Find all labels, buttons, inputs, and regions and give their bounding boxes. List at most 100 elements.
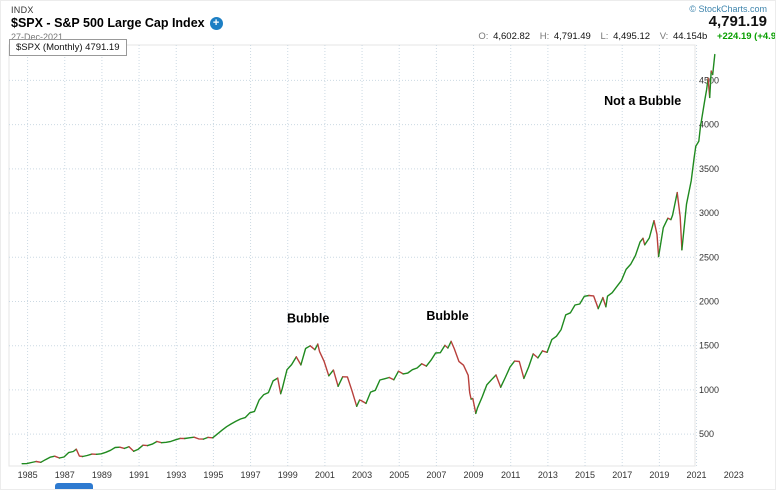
price-line-segment <box>472 397 477 415</box>
y-tick-label: 1000 <box>699 385 719 395</box>
x-tick-label: 2007 <box>426 470 446 480</box>
price-line-segment <box>421 363 428 367</box>
price-line-segment <box>202 436 209 440</box>
x-tick-label: 1989 <box>92 470 112 480</box>
open-value: 4,602.82 <box>493 31 531 42</box>
legend-text: $SPX (Monthly) 4791.19 <box>16 42 120 53</box>
price-line-segment <box>21 460 37 465</box>
price-line-segment <box>532 353 539 359</box>
low-value: 4,495.12 <box>613 31 651 42</box>
price-line-segment <box>537 350 544 359</box>
x-tick-label: 1987 <box>55 470 75 480</box>
price-line-segment <box>475 374 497 415</box>
price-line-segment <box>212 377 279 439</box>
price-line-segment <box>280 356 297 395</box>
exchange-label: INDX <box>11 5 34 15</box>
open-label: O: <box>478 31 489 42</box>
annotation-text: Not a Bubble <box>604 94 681 108</box>
price-line-segment <box>447 340 452 349</box>
annotation-text: Bubble <box>426 309 468 323</box>
x-tick-label: 2015 <box>575 470 595 480</box>
x-tick-label: 2001 <box>315 470 335 480</box>
price-line-segment <box>393 370 400 381</box>
price-line-segment <box>358 399 367 405</box>
price-line-segment <box>402 363 423 375</box>
x-tick-label: 1995 <box>203 470 223 480</box>
price-line-segment <box>146 440 158 447</box>
price-line-segment <box>450 340 472 400</box>
price-line-segment <box>365 376 390 405</box>
price-line-segment <box>653 220 660 258</box>
change-value: +224.19 (+4.91%) <box>716 31 776 42</box>
x-tick-label: 1997 <box>241 470 261 480</box>
y-tick-label: 4500 <box>699 75 719 85</box>
y-tick-label: 500 <box>699 429 714 439</box>
x-tick-label: 2013 <box>538 470 558 480</box>
x-tick-label: 1991 <box>129 470 149 480</box>
price-line-segment <box>397 370 404 375</box>
price-line-segment <box>184 436 195 440</box>
price-line-segment <box>588 294 599 310</box>
y-tick-label: 3000 <box>699 208 719 218</box>
high-value: 4,791.49 <box>553 31 591 42</box>
price-line-segment <box>712 53 716 76</box>
price-line-segment <box>309 345 316 351</box>
price-line-segment <box>54 455 61 459</box>
ohlcv-row: O: 4,602.82 H: 4,791.49 L: 4,495.12 V: 4… <box>478 31 776 42</box>
price-line-segment <box>657 217 669 258</box>
y-tick-label: 2500 <box>699 252 719 262</box>
price-line-segment <box>95 446 121 455</box>
price-line-segment <box>546 294 590 353</box>
copyright-label: © StockCharts.com <box>689 4 767 14</box>
price-line-segment <box>35 460 42 463</box>
price-line-segment <box>58 448 77 459</box>
price-line-segment <box>128 446 135 452</box>
price-line-segment <box>81 453 93 458</box>
price-line-segment <box>681 77 709 251</box>
y-tick-label: 1500 <box>699 341 719 351</box>
price-line-segment <box>193 436 205 440</box>
add-symbol-icon[interactable]: + <box>209 16 223 30</box>
partially-visible-button[interactable] <box>55 483 93 489</box>
price-line-segment <box>356 399 361 407</box>
x-tick-label: 1993 <box>166 470 186 480</box>
x-tick-label: 2021 <box>687 470 707 480</box>
price-line-segment <box>541 350 548 353</box>
low-label: L: <box>600 31 609 42</box>
last-price: 4,791.19 <box>708 13 767 30</box>
x-tick-label: 2005 <box>389 470 409 480</box>
volume-value: 44.154b <box>672 31 708 42</box>
price-line-segment <box>495 374 502 388</box>
price-line-segment <box>602 296 607 308</box>
x-tick-label: 2023 <box>724 470 744 480</box>
price-line-segment <box>75 448 84 458</box>
price-line-segment <box>123 446 130 450</box>
price-line-segment <box>119 446 126 450</box>
legend-chip[interactable]: $SPX (Monthly) 4791.19 <box>9 39 127 56</box>
price-line-segment <box>328 369 335 377</box>
price-line-segment <box>337 376 344 387</box>
annotation-text: Bubble <box>287 312 329 326</box>
y-tick-label: 2000 <box>699 296 719 306</box>
price-line-segment <box>670 191 678 221</box>
price-line-segment <box>597 296 604 310</box>
price-line-segment <box>644 220 655 246</box>
price-line-segment <box>160 437 181 444</box>
price-line-segment <box>709 70 712 99</box>
chart-date: 27-Dec-2021 <box>11 32 64 42</box>
high-label: H: <box>539 31 550 42</box>
title-row: $SPX - S&P 500 Large Cap Index + <box>11 16 223 30</box>
price-line-segment <box>523 353 534 380</box>
price-line-segment <box>277 377 282 395</box>
x-tick-label: 1985 <box>18 470 38 480</box>
price-line-segment <box>342 376 358 407</box>
volume-label: V: <box>659 31 669 42</box>
price-line-segment <box>332 369 339 387</box>
x-tick-label: 2019 <box>649 470 669 480</box>
price-line-segment <box>513 360 525 380</box>
y-tick-label: 3500 <box>699 164 719 174</box>
price-line-segment <box>317 343 330 377</box>
plot-border <box>8 44 696 467</box>
